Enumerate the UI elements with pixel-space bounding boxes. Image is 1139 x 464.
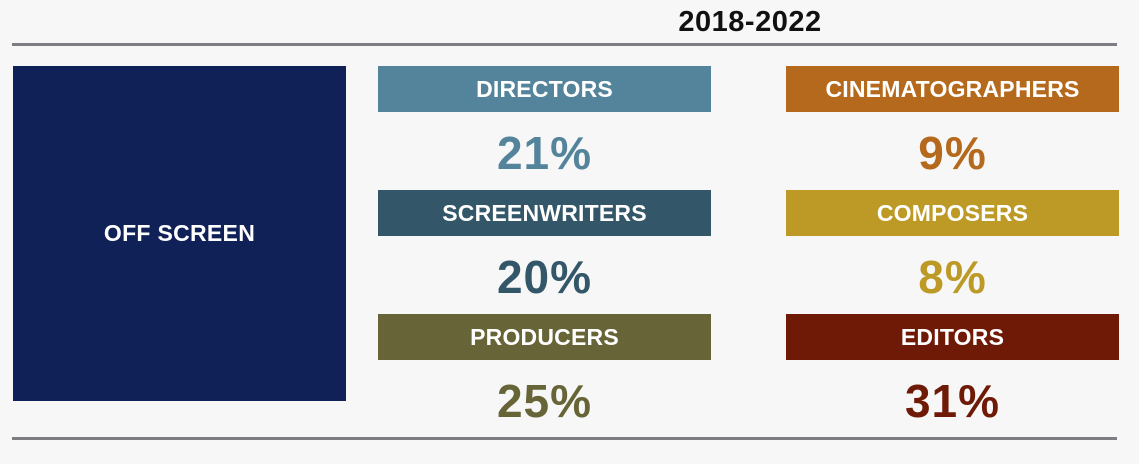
composers-value: 8% <box>918 251 987 303</box>
screenwriters-label: SCREENWRITERS <box>378 190 711 236</box>
bottom-divider <box>12 437 1117 440</box>
directors-label: DIRECTORS <box>378 66 711 112</box>
directors-value: 21% <box>496 127 593 179</box>
period-title: 2018-2022 <box>678 6 822 38</box>
screenwriters-value: 20% <box>496 251 593 303</box>
producers-label: PRODUCERS <box>378 314 711 360</box>
producers-value: 25% <box>496 375 593 427</box>
editors-label: EDITORS <box>786 314 1119 360</box>
cinematographers-value: 9% <box>918 127 987 179</box>
off-screen-label: OFF SCREEN <box>103 220 256 246</box>
off-screen-panel: OFF SCREEN <box>13 66 346 401</box>
composers-label: COMPOSERS <box>786 190 1119 236</box>
top-divider <box>12 43 1117 46</box>
cinematographers-label: CINEMATOGRAPHERS <box>786 66 1119 112</box>
editors-value: 31% <box>904 375 1001 427</box>
